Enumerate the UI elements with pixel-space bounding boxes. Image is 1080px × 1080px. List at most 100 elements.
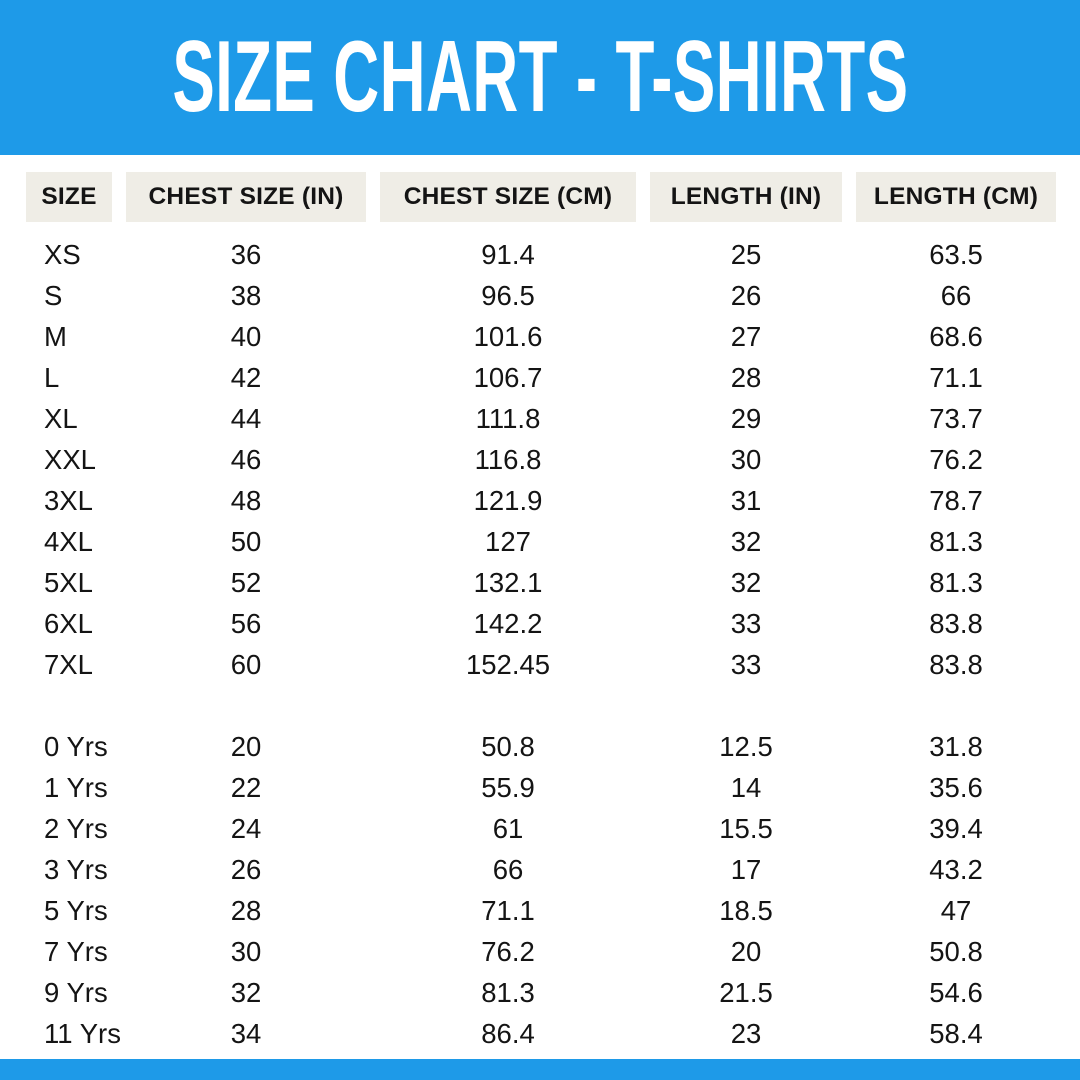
cell-measurement-value: 142.2: [473, 607, 543, 639]
title-banner: SIZE CHART - T-SHIRTS: [0, 0, 1080, 155]
cell-measurement-value: 83.8: [929, 607, 983, 639]
column-header-4: LENGTH (CM): [856, 172, 1056, 222]
cell-measurement-value: 68.6: [929, 320, 983, 352]
cell-size-label: 5XL: [44, 566, 93, 598]
cell-size-label: 1 Yrs: [44, 771, 108, 803]
cell-measurement-value: 31: [730, 484, 762, 516]
cell-measurement-value: 30: [230, 935, 262, 967]
cell-measurement-value: 42: [230, 361, 262, 393]
cell-measurement-value: 26: [730, 279, 762, 311]
column-header-1: CHEST SIZE (IN): [126, 172, 366, 222]
table-row: 6XL 56 142.2 33 83.8: [26, 603, 1056, 644]
cell-size-label: 7 Yrs: [44, 935, 108, 967]
table-row: 9 Yrs 32 81.3 21.5 54.6: [26, 972, 1056, 1013]
cell-size-label: 4XL: [44, 525, 93, 557]
cell-measurement-value: 31.8: [929, 730, 983, 762]
cell-measurement-value: 30: [730, 443, 762, 475]
cell-measurement-value: 127: [485, 525, 531, 557]
cell-measurement-value: 21.5: [719, 976, 773, 1008]
cell-measurement-value: 71.1: [481, 894, 535, 926]
table-row: XXL 46 116.8 30 76.2: [26, 439, 1056, 480]
cell-measurement-value: 33: [730, 607, 762, 639]
cell-measurement-value: 76.2: [481, 935, 535, 967]
cell-measurement-value: 34: [230, 1017, 262, 1049]
cell-size-label: XL: [44, 402, 78, 434]
cell-size-label: 6XL: [44, 607, 93, 639]
cell-size-label: 2 Yrs: [44, 812, 108, 844]
cell-measurement-value: 50.8: [481, 730, 535, 762]
cell-measurement-value: 73.7: [929, 402, 983, 434]
cell-measurement-value: 26: [230, 853, 262, 885]
table-row: L 42 106.7 28 71.1: [26, 357, 1056, 398]
cell-measurement-value: 18.5: [719, 894, 773, 926]
table-row: 0 Yrs 20 50.8 12.5 31.8: [26, 726, 1056, 767]
cell-measurement-value: 36: [230, 238, 262, 270]
cell-measurement-value: 28: [230, 894, 262, 926]
cell-measurement-value: 27: [730, 320, 762, 352]
cell-size-label: 0 Yrs: [44, 730, 108, 762]
cell-size-label: 3 Yrs: [44, 853, 108, 885]
cell-measurement-value: 20: [730, 935, 762, 967]
table-row: 1 Yrs 22 55.9 14 35.6: [26, 767, 1056, 808]
cell-measurement-value: 24: [230, 812, 262, 844]
cell-measurement-value: 81.3: [929, 525, 983, 557]
cell-measurement-value: 58.4: [929, 1017, 983, 1049]
cell-measurement-value: 38: [230, 279, 262, 311]
cell-measurement-value: 121.9: [473, 484, 543, 516]
table-row: 7 Yrs 30 76.2 20 50.8: [26, 931, 1056, 972]
cell-measurement-value: 50.8: [929, 935, 983, 967]
cell-measurement-value: 86.4: [481, 1017, 535, 1049]
table-row: 5 Yrs 28 71.1 18.5 47: [26, 890, 1056, 931]
footer-stripe: [0, 1059, 1080, 1080]
table-row: XL 44 111.8 29 73.7: [26, 398, 1056, 439]
cell-measurement-value: 81.3: [481, 976, 535, 1008]
kids-sizes-group: 0 Yrs 20 50.8 12.5 31.8 1 Yrs 22 55.9 14 35.6 2 Yr…: [26, 726, 1056, 1054]
table-row: 2 Yrs 24 61 15.5 39.4: [26, 808, 1056, 849]
cell-measurement-value: 22: [230, 771, 262, 803]
table-row: 4XL 50 127 32 81.3: [26, 521, 1056, 562]
cell-measurement-value: 23: [730, 1017, 762, 1049]
cell-measurement-value: 111.8: [475, 402, 541, 434]
cell-measurement-value: 44: [230, 402, 262, 434]
cell-measurement-value: 60: [230, 648, 262, 680]
cell-measurement-value: 132.1: [473, 566, 543, 598]
table-row: 3 Yrs 26 66 17 43.2: [26, 849, 1056, 890]
cell-measurement-value: 35.6: [929, 771, 983, 803]
cell-measurement-value: 55.9: [481, 771, 535, 803]
cell-size-label: M: [44, 320, 67, 352]
cell-measurement-value: 152.45: [465, 648, 551, 680]
cell-measurement-value: 33: [730, 648, 762, 680]
cell-measurement-value: 47: [940, 894, 972, 926]
cell-measurement-value: 66: [940, 279, 972, 311]
cell-measurement-value: 66: [492, 853, 524, 885]
cell-measurement-value: 29: [730, 402, 762, 434]
cell-measurement-value: 32: [730, 525, 762, 557]
cell-measurement-value: 14: [730, 771, 762, 803]
table-header-row: SIZE CHEST SIZE (IN) CHEST SIZE (CM) LENGTH…: [26, 172, 1056, 222]
cell-measurement-value: 56: [230, 607, 262, 639]
cell-size-label: XXL: [44, 443, 96, 475]
cell-measurement-value: 78.7: [929, 484, 983, 516]
cell-measurement-value: 71.1: [929, 361, 983, 393]
cell-measurement-value: 39.4: [929, 812, 983, 844]
cell-size-label: S: [44, 279, 63, 311]
table-row: 7XL 60 152.45 33 83.8: [26, 644, 1056, 685]
cell-measurement-value: 54.6: [929, 976, 983, 1008]
cell-measurement-value: 12.5: [719, 730, 773, 762]
cell-measurement-value: 46: [230, 443, 262, 475]
cell-size-label: 3XL: [44, 484, 93, 516]
cell-size-label: L: [44, 361, 60, 393]
cell-measurement-value: 83.8: [929, 648, 983, 680]
cell-measurement-value: 96.5: [481, 279, 535, 311]
cell-measurement-value: 52: [230, 566, 262, 598]
table-group-spacer: [26, 685, 1056, 726]
cell-measurement-value: 81.3: [929, 566, 983, 598]
cell-measurement-value: 20: [230, 730, 262, 762]
cell-size-label: 11 Yrs: [44, 1017, 121, 1049]
column-header-2: CHEST SIZE (CM): [380, 172, 636, 222]
table-row: 5XL 52 132.1 32 81.3: [26, 562, 1056, 603]
cell-measurement-value: 32: [230, 976, 262, 1008]
page-title: SIZE CHART - T-SHIRTS: [171, 20, 909, 134]
table-row: 11 Yrs 34 86.4 23 58.4: [26, 1013, 1056, 1054]
cell-measurement-value: 40: [230, 320, 262, 352]
